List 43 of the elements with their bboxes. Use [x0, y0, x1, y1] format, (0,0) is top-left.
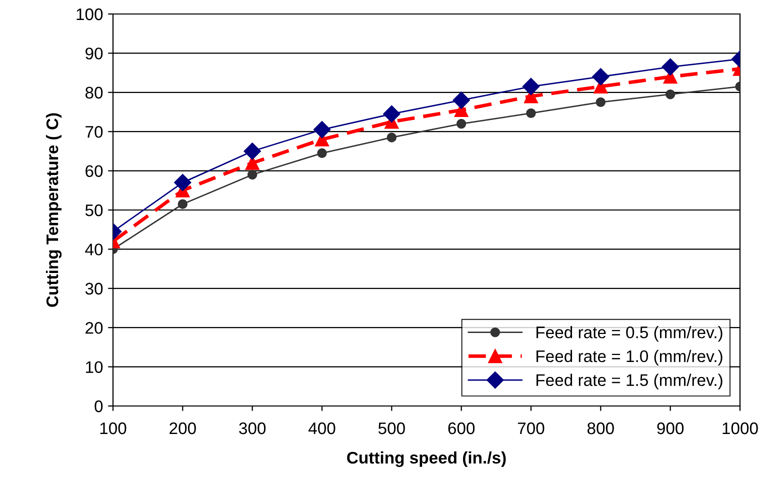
legend-label: Feed rate = 1.5 (mm/rev.)	[536, 374, 722, 390]
y-tick-label: 20	[86, 322, 103, 334]
x-tick-label: 300	[239, 422, 266, 434]
x-tick-label: 100	[100, 422, 126, 434]
point	[178, 199, 188, 209]
y-tick-label: 100	[76, 8, 103, 20]
y-tick-label: 30	[85, 282, 103, 295]
point	[174, 174, 192, 192]
point	[522, 78, 540, 96]
x-tick-label: 200	[170, 422, 196, 434]
point	[386, 132, 397, 142]
point	[245, 156, 260, 170]
legend-label: Feed rate = 1.0 (mm/rev.)	[536, 350, 722, 366]
point	[592, 68, 610, 86]
legend-label: Feed rate = 0.5 (mm/rev.)	[536, 326, 722, 342]
point	[313, 121, 331, 138]
y-tick-label: 70	[86, 126, 103, 138]
y-tick-label: 10	[86, 361, 103, 374]
point	[596, 97, 606, 108]
x-tick-label: 700	[518, 422, 544, 434]
point	[244, 142, 261, 160]
x-tick-label: 400	[308, 422, 336, 434]
x-tick-label: 600	[448, 422, 475, 434]
point	[247, 170, 258, 180]
y-tick-label: 50	[85, 204, 103, 216]
x-tick-label: 800	[587, 422, 614, 434]
y-tick-label: 40	[85, 244, 103, 256]
y-tick-label: 0	[94, 400, 103, 412]
point	[662, 58, 679, 76]
point	[383, 105, 400, 123]
point	[452, 92, 470, 109]
x-tick-label: 500	[378, 422, 405, 434]
y-tick-label: 80	[85, 86, 103, 99]
point	[317, 148, 327, 158]
y-axis-title: Cutting Temperature ( C)	[46, 113, 62, 307]
y-tick-label: 90	[86, 48, 103, 60]
point	[456, 118, 466, 129]
y-tick-label: 60	[86, 165, 103, 178]
point	[526, 108, 536, 118]
point	[665, 90, 676, 100]
x-tick-label: 900	[657, 422, 684, 434]
x-axis-title: Cutting speed (in./s)	[347, 451, 506, 468]
x-tick-label: 1000	[722, 422, 758, 434]
